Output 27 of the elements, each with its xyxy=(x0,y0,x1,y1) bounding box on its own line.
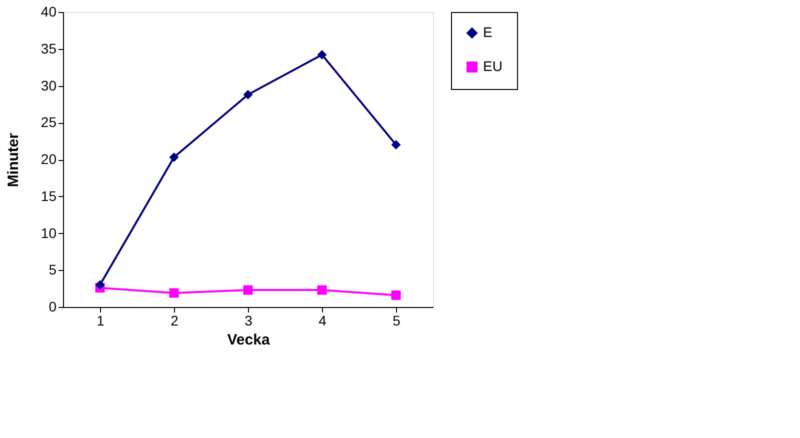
x-tick-label: 3 xyxy=(244,312,253,328)
x-axis-title: Vecka xyxy=(227,332,270,348)
y-tick-label: 15 xyxy=(40,188,57,204)
y-tick-label: 0 xyxy=(48,298,57,314)
point xyxy=(243,90,253,100)
point xyxy=(317,285,327,295)
x-tick-label: 1 xyxy=(96,312,105,328)
y-tick-label: 10 xyxy=(40,224,57,241)
x-tick-label: 2 xyxy=(170,312,179,328)
point xyxy=(391,290,401,300)
point xyxy=(95,280,105,290)
y-tick-label: 35 xyxy=(40,40,57,56)
point xyxy=(317,50,327,60)
y-tick-label: 40 xyxy=(40,4,57,20)
y-tick-label: 25 xyxy=(40,114,57,130)
legend-label: E xyxy=(483,24,492,40)
legend-label: EU xyxy=(483,58,502,74)
point xyxy=(169,152,179,162)
point xyxy=(169,288,179,298)
x-tick-label: 5 xyxy=(392,312,401,328)
y-axis-title: Minuter xyxy=(4,132,22,188)
y-tick-label: 30 xyxy=(40,77,57,94)
x-tick-label: 4 xyxy=(318,312,327,328)
y-tick-label: 20 xyxy=(40,151,57,167)
y-tick-label: 5 xyxy=(48,262,57,278)
point xyxy=(243,285,253,295)
point xyxy=(391,140,401,150)
